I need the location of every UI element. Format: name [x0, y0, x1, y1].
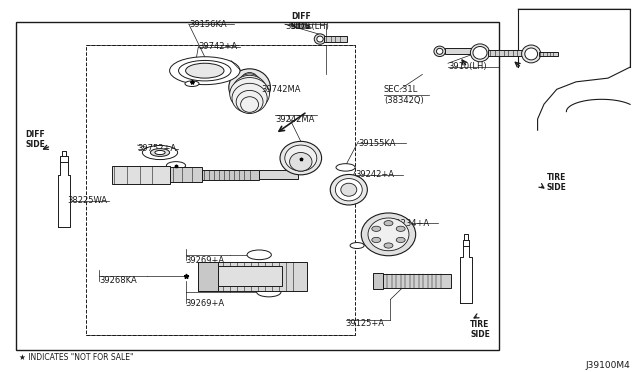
- Ellipse shape: [237, 74, 262, 95]
- Ellipse shape: [257, 287, 281, 297]
- Text: ★ INDICATES "NOT FOR SALE": ★ INDICATES "NOT FOR SALE": [19, 353, 134, 362]
- Ellipse shape: [314, 34, 326, 44]
- Text: 39268KA: 39268KA: [99, 276, 137, 285]
- Ellipse shape: [396, 226, 405, 231]
- Text: 39156KA: 39156KA: [189, 20, 227, 29]
- Text: 39234+A: 39234+A: [390, 219, 429, 228]
- Ellipse shape: [143, 145, 178, 160]
- Text: DIFF
SIDE: DIFF SIDE: [291, 12, 311, 31]
- Text: TIRE
SIDE: TIRE SIDE: [547, 173, 567, 192]
- Ellipse shape: [229, 69, 271, 106]
- Text: J39100M4: J39100M4: [586, 361, 630, 370]
- Ellipse shape: [155, 151, 165, 155]
- Ellipse shape: [317, 36, 323, 42]
- Text: 39742MA: 39742MA: [261, 85, 301, 94]
- Ellipse shape: [236, 90, 263, 113]
- Polygon shape: [460, 246, 472, 303]
- Ellipse shape: [285, 145, 317, 171]
- Ellipse shape: [241, 97, 259, 112]
- Ellipse shape: [372, 226, 381, 231]
- Text: TIRE
SIDE: TIRE SIDE: [470, 320, 490, 339]
- Bar: [198, 262, 307, 291]
- Ellipse shape: [522, 45, 541, 63]
- Ellipse shape: [166, 161, 186, 170]
- Ellipse shape: [396, 237, 405, 243]
- Bar: [381, 274, 451, 288]
- Text: 39155KA: 39155KA: [358, 139, 396, 148]
- Ellipse shape: [241, 73, 258, 87]
- Ellipse shape: [336, 164, 355, 171]
- Bar: [539, 52, 558, 56]
- Bar: [112, 166, 170, 184]
- Text: DIFF
SIDE: DIFF SIDE: [25, 130, 45, 149]
- Ellipse shape: [368, 218, 409, 251]
- Text: 38225WA: 38225WA: [67, 196, 108, 205]
- Ellipse shape: [150, 149, 170, 157]
- Ellipse shape: [170, 57, 240, 84]
- Ellipse shape: [384, 243, 393, 248]
- Bar: [86, 45, 355, 335]
- Bar: [488, 50, 524, 56]
- Bar: [170, 167, 202, 182]
- Ellipse shape: [384, 221, 393, 226]
- Ellipse shape: [185, 81, 199, 87]
- Bar: [16, 22, 499, 350]
- Ellipse shape: [350, 243, 364, 248]
- Ellipse shape: [473, 46, 487, 59]
- Text: 39101(LH): 39101(LH): [285, 22, 329, 31]
- Ellipse shape: [330, 174, 367, 205]
- Ellipse shape: [436, 48, 443, 54]
- Text: 39752+A: 39752+A: [138, 144, 177, 153]
- Bar: [373, 273, 383, 289]
- Ellipse shape: [434, 46, 445, 57]
- Ellipse shape: [289, 153, 312, 171]
- Bar: [259, 170, 298, 179]
- Ellipse shape: [179, 60, 231, 81]
- Text: 39242+A: 39242+A: [355, 170, 394, 179]
- Text: 3910(LH): 3910(LH): [448, 62, 486, 71]
- Bar: [198, 262, 218, 291]
- Text: 39242MA: 39242MA: [275, 115, 315, 124]
- Ellipse shape: [247, 250, 271, 260]
- Text: 39125+A: 39125+A: [346, 319, 385, 328]
- Ellipse shape: [341, 183, 357, 196]
- Ellipse shape: [470, 44, 490, 62]
- Ellipse shape: [372, 237, 381, 243]
- Text: 39269+A: 39269+A: [186, 256, 225, 265]
- Bar: [202, 170, 259, 180]
- Ellipse shape: [232, 83, 268, 113]
- Ellipse shape: [280, 141, 321, 175]
- Ellipse shape: [233, 75, 266, 103]
- Ellipse shape: [186, 63, 224, 78]
- Ellipse shape: [525, 48, 538, 60]
- Bar: [218, 266, 282, 286]
- Text: 39269+A: 39269+A: [186, 299, 225, 308]
- Bar: [324, 36, 347, 42]
- Text: 39742+A: 39742+A: [198, 42, 237, 51]
- Text: SEC.31L
(38342Q): SEC.31L (38342Q): [384, 85, 424, 105]
- Ellipse shape: [230, 78, 269, 110]
- Ellipse shape: [361, 213, 416, 256]
- Polygon shape: [58, 162, 70, 227]
- Bar: [445, 48, 474, 54]
- Ellipse shape: [335, 179, 362, 201]
